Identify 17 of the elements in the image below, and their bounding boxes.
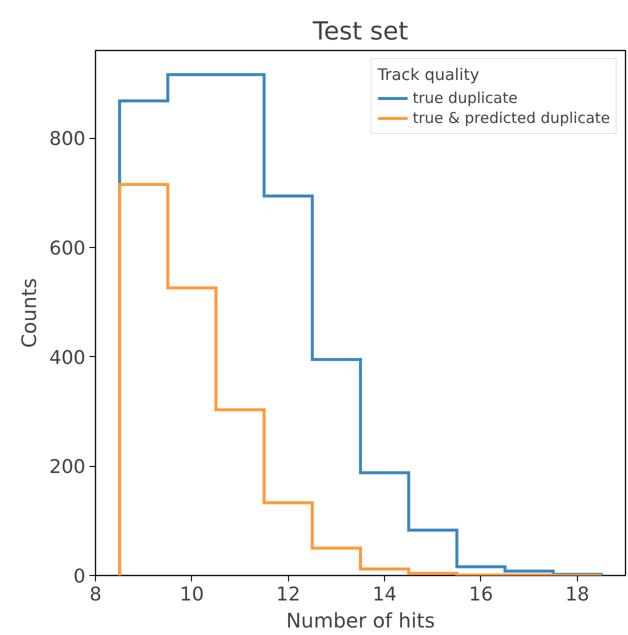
legend-title: Track quality	[378, 65, 480, 84]
legend-label: true duplicate	[412, 89, 518, 107]
y-tick-label: 600	[49, 237, 86, 260]
legend-label: true & predicted duplicate	[412, 109, 610, 127]
y-tick-label: 200	[49, 456, 86, 478]
x-tick-label: 18	[565, 584, 590, 606]
x-tick-label: 12	[276, 584, 300, 606]
chart-title: Test set	[312, 16, 408, 46]
y-tick-label: 800	[49, 128, 86, 150]
x-tick-label: 10	[180, 584, 204, 606]
y-tick-label: 0	[73, 566, 86, 588]
x-axis-title: Number of hits	[286, 608, 435, 632]
x-tick-label: 8	[89, 584, 102, 606]
y-tick-label: 400	[49, 346, 86, 369]
y-axis-title: Counts	[17, 278, 42, 348]
x-tick-label: 16	[468, 584, 494, 606]
x-tick-label: 14	[372, 584, 397, 606]
